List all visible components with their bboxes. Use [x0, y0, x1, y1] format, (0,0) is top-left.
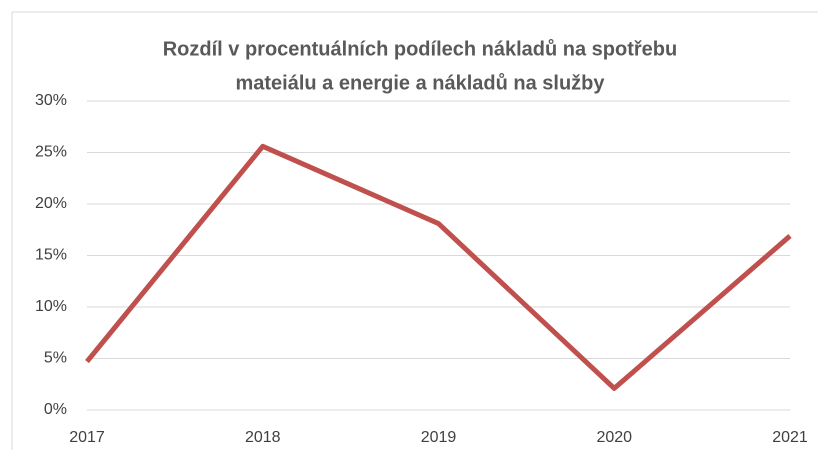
- x-tick-label: 2017: [69, 429, 105, 446]
- y-tick-label: 30%: [35, 92, 67, 109]
- chart-title: mateiálu a energie a nákladů na služby: [235, 72, 605, 94]
- y-tick-label: 20%: [35, 195, 67, 212]
- y-tick-label: 0%: [44, 401, 67, 418]
- y-tick-label: 5%: [44, 350, 67, 367]
- data-line: [85, 143, 792, 391]
- chart-title: Rozdíl v procentuálních podílech nákladů…: [163, 38, 678, 60]
- x-tick-label: 2021: [772, 429, 808, 446]
- x-tick-label: 2018: [245, 429, 281, 446]
- x-tick-label: 2019: [421, 429, 457, 446]
- y-tick-label: 10%: [35, 298, 67, 315]
- y-tick-label: 15%: [35, 247, 67, 264]
- y-tick-label: 25%: [35, 144, 67, 161]
- x-tick-label: 2020: [596, 429, 632, 446]
- chart-frame: [11, 11, 818, 450]
